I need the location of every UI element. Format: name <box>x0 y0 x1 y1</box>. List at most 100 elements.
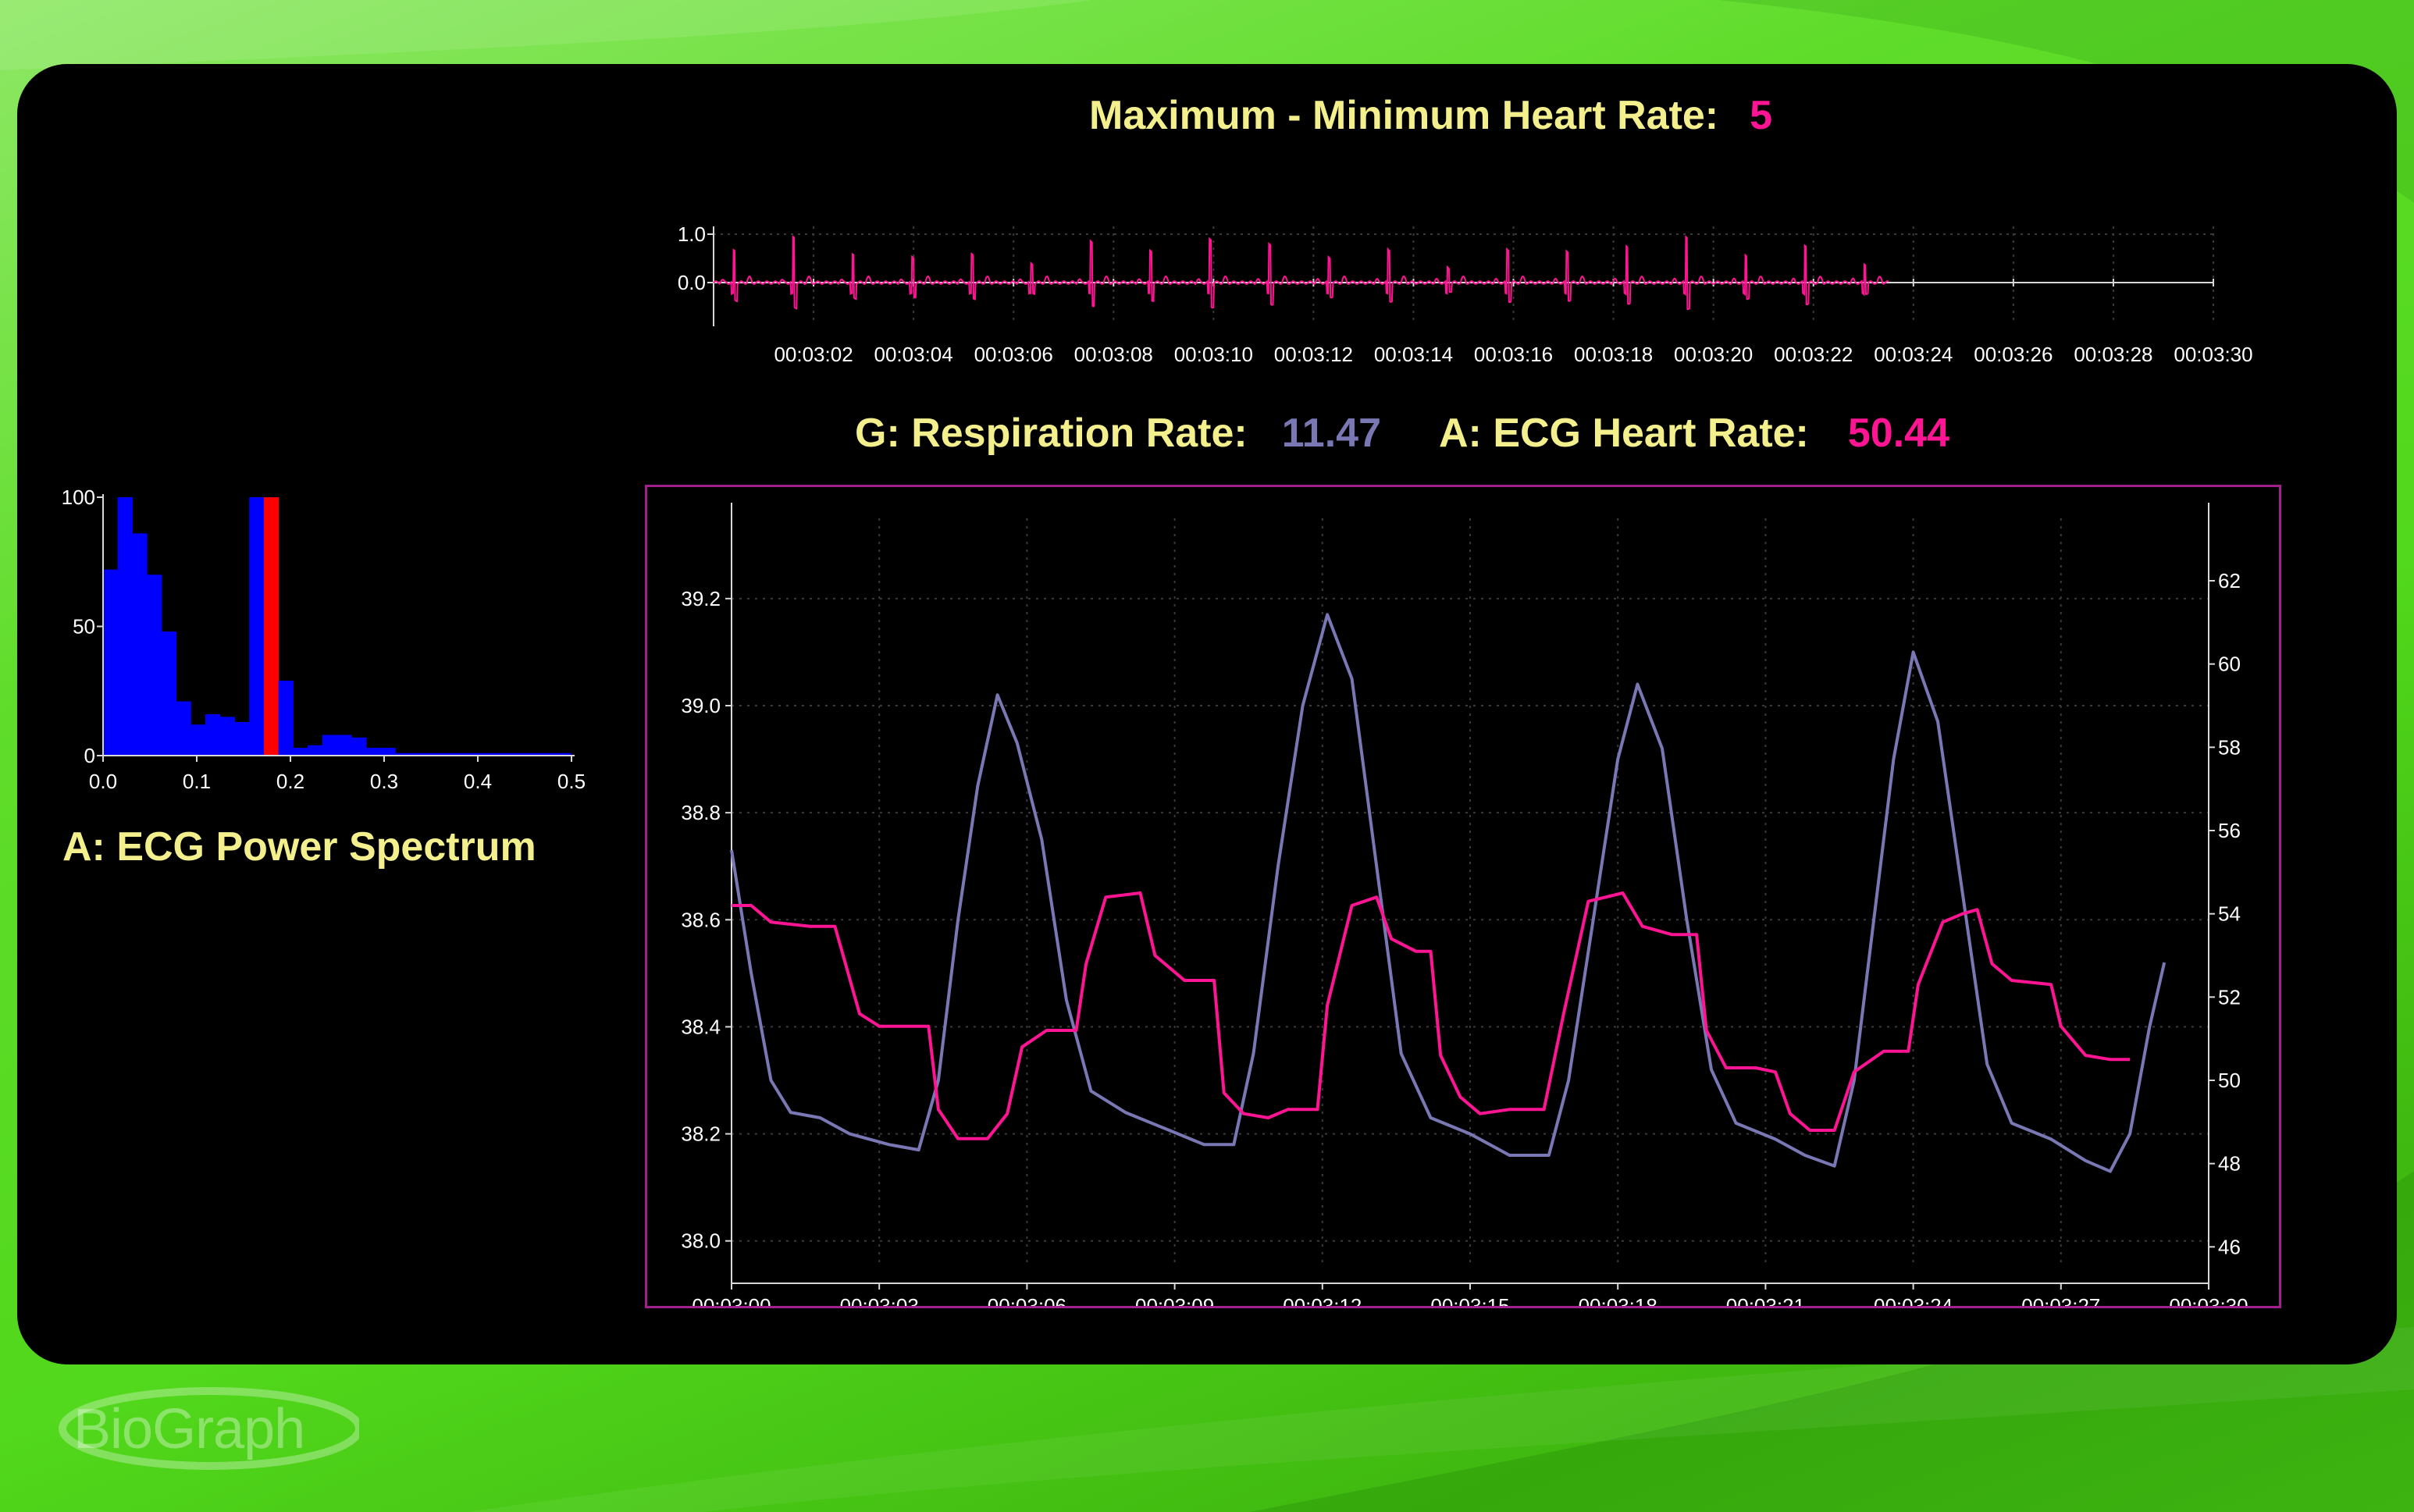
spectrum-bar <box>336 735 352 756</box>
trend-right-tick-label: 62 <box>2218 569 2241 592</box>
spectrum-bar <box>293 748 308 756</box>
trend-right-tick-label: 54 <box>2218 902 2241 926</box>
max-min-heart-rate-title: Maximum - Minimum Heart Rate: 5 <box>1089 92 1772 139</box>
spectrum-bar <box>117 497 133 756</box>
ecg-x-tick-label: 00:03:12 <box>1274 343 1353 366</box>
spectrum-bar <box>322 735 338 756</box>
ecg-x-tick-label: 00:03:02 <box>774 343 853 366</box>
trend-left-tick-label: 39.0 <box>681 694 721 717</box>
spectrum-bar <box>482 752 498 756</box>
spectrum-bar <box>395 752 411 756</box>
trend-right-tick-label: 58 <box>2218 735 2241 759</box>
respiration-rate-label: G: Respiration Rate: <box>855 411 1248 456</box>
trend-x-tick-label: 00:03:18 <box>1579 1294 1657 1306</box>
spectrum-bar <box>541 752 557 756</box>
spectrum-x-tick-label: 0.4 <box>464 770 492 793</box>
ecg-x-tick-label: 00:03:24 <box>1874 343 1953 366</box>
trend-right-tick-label: 60 <box>2218 653 2241 676</box>
ecg-x-tick-label: 00:03:08 <box>1074 343 1153 366</box>
spectrum-bar <box>205 714 221 756</box>
ecg-x-tick-label: 00:03:20 <box>1674 343 1753 366</box>
spectrum-bar <box>410 752 425 756</box>
spectrum-x-tick-label: 0.3 <box>370 770 398 793</box>
ecg-x-tick-label: 00:03:18 <box>1574 343 1653 366</box>
ecg-x-tick-label: 00:03:16 <box>1474 343 1553 366</box>
spectrum-bar <box>497 752 513 756</box>
ecg-x-tick-label: 00:03:28 <box>2074 343 2152 366</box>
trend-right-tick-label: 56 <box>2218 819 2241 842</box>
spectrum-y-tick-label: 0 <box>84 744 95 767</box>
max-min-value: 5 <box>1750 93 1773 138</box>
trend-x-tick-label: 00:03:21 <box>1726 1294 1805 1306</box>
trend-x-tick-label: 00:03:12 <box>1283 1294 1362 1306</box>
trend-right-tick-label: 46 <box>2218 1235 2241 1258</box>
spectrum-bar <box>556 752 571 756</box>
ecg-x-tick-label: 00:03:26 <box>1974 343 2053 366</box>
spectrum-x-tick-label: 0.1 <box>183 770 211 793</box>
spectrum-bar <box>263 497 279 756</box>
ecg-x-tick-label: 00:03:06 <box>974 343 1053 366</box>
ecg-heart-rate-line <box>732 891 2131 1140</box>
spectrum-bar <box>424 752 440 756</box>
spectrum-bar <box>351 737 367 756</box>
spectrum-bar <box>380 748 396 756</box>
display-panel <box>17 64 2397 1364</box>
trend-x-tick-label: 00:03:15 <box>1430 1294 1509 1306</box>
ecg-x-tick-label: 00:03:04 <box>874 343 953 366</box>
trend-x-tick-label: 00:03:00 <box>692 1294 771 1306</box>
rates-title: G: Respiration Rate: 11.47 A: ECG Heart Ra… <box>855 410 1949 457</box>
ecg-heart-rate-label: A: ECG Heart Rate: <box>1439 411 1809 456</box>
trend-x-tick-label: 00:03:03 <box>840 1294 919 1306</box>
spectrum-bar <box>454 752 469 756</box>
spectrum-y-tick-label: 50 <box>73 615 95 639</box>
trend-x-tick-label: 00:03:24 <box>1874 1294 1953 1306</box>
spectrum-bar <box>278 681 294 756</box>
spectrum-bar <box>234 721 250 756</box>
spectrum-bar <box>176 701 191 756</box>
logo-text: BioGraph <box>73 1398 305 1460</box>
trend-left-tick-label: 38.8 <box>681 801 721 824</box>
spectrum-bar <box>103 569 119 756</box>
spectrum-bar <box>249 497 265 756</box>
trend-x-tick-label: 00:03:09 <box>1135 1294 1214 1306</box>
ecg-waveform-line <box>713 235 1889 311</box>
power-spectrum-chart: 100 50 0 0.0 0.1 0.2 0.3 0.4 0.5 <box>62 486 586 793</box>
spectrum-bar <box>468 752 484 756</box>
trend-right-tick-label: 52 <box>2218 985 2241 1009</box>
ecg-y-tick-label: 0.0 <box>678 271 706 294</box>
trend-chart: 39.2 39.0 38.8 38.6 38.4 38.2 38.0 62 60 58 56 54 52… <box>681 503 2248 1306</box>
spectrum-bar <box>132 533 148 756</box>
respiration-rate-line <box>730 613 2167 1173</box>
spectrum-bar <box>365 748 382 756</box>
trend-right-tick-label: 48 <box>2218 1152 2241 1176</box>
spectrum-y-tick-label: 100 <box>62 486 95 509</box>
trend-x-tick-label: 00:03:06 <box>988 1294 1066 1306</box>
spectrum-bar <box>161 631 177 756</box>
ecg-y-tick-label: 1.0 <box>678 222 706 246</box>
trend-left-tick-label: 39.2 <box>681 587 721 610</box>
spectrum-bar <box>512 752 528 756</box>
ecg-x-tick-label: 00:03:30 <box>2174 343 2252 366</box>
trend-left-tick-label: 38.2 <box>681 1122 721 1146</box>
spectrum-bar <box>308 745 323 756</box>
spectrum-bar <box>147 575 162 756</box>
trend-left-tick-label: 38.0 <box>681 1229 721 1253</box>
ecg-heart-rate-value: 50.44 <box>1847 411 1950 456</box>
ecg-x-tick-label: 00:03:14 <box>1374 343 1453 366</box>
trend-x-tick-label: 00:03:27 <box>2021 1294 2100 1306</box>
ecg-x-tick-label: 00:03:22 <box>1774 343 1853 366</box>
trend-right-tick-label: 50 <box>2218 1069 2241 1092</box>
trend-left-tick-label: 38.4 <box>681 1015 721 1038</box>
spectrum-x-tick-label: 0.2 <box>276 770 304 793</box>
trend-x-tick-label: 00:03:30 <box>2169 1294 2248 1306</box>
spectrum-x-tick-label: 0.5 <box>557 770 586 793</box>
max-min-label: Maximum - Minimum Heart Rate: <box>1089 93 1719 138</box>
spectrum-x-tick-label: 0.0 <box>89 770 117 793</box>
biograph-logo: BioGraph <box>31 1374 359 1475</box>
respiration-rate-value: 11.47 <box>1281 411 1381 456</box>
trend-chart-frame <box>645 485 2281 1308</box>
spectrum-bar <box>526 752 543 756</box>
spectrum-bar <box>439 752 454 756</box>
ecg-x-tick-label: 00:03:10 <box>1174 343 1253 366</box>
ecg-strip-chart: 1.0 0.0 00:03:02 00:03:04 00:03:06 00:03:08 00… <box>678 222 2253 366</box>
